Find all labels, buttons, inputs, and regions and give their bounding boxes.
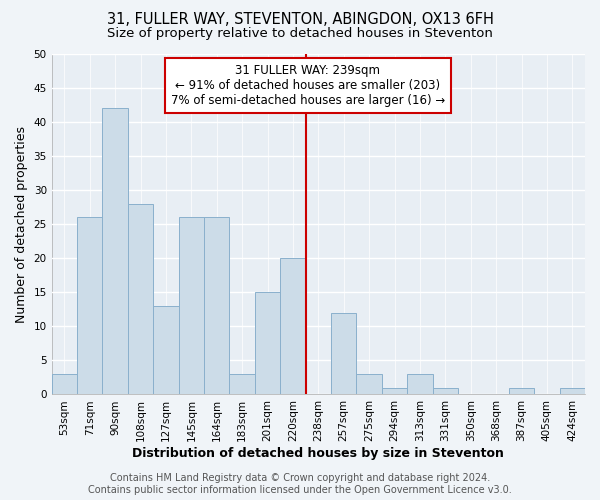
Bar: [52, 374, 77, 394]
Bar: [280, 258, 305, 394]
Bar: [204, 218, 229, 394]
Text: Contains HM Land Registry data © Crown copyright and database right 2024.
Contai: Contains HM Land Registry data © Crown c…: [88, 474, 512, 495]
Bar: [255, 292, 280, 394]
Y-axis label: Number of detached properties: Number of detached properties: [15, 126, 28, 322]
Bar: [560, 388, 585, 394]
X-axis label: Distribution of detached houses by size in Steventon: Distribution of detached houses by size …: [133, 447, 504, 460]
Bar: [509, 388, 534, 394]
Bar: [179, 218, 204, 394]
Bar: [77, 218, 103, 394]
Bar: [229, 374, 255, 394]
Bar: [356, 374, 382, 394]
Text: 31, FULLER WAY, STEVENTON, ABINGDON, OX13 6FH: 31, FULLER WAY, STEVENTON, ABINGDON, OX1…: [107, 12, 493, 28]
Bar: [331, 312, 356, 394]
Bar: [382, 388, 407, 394]
Bar: [128, 204, 153, 394]
Bar: [407, 374, 433, 394]
Text: Size of property relative to detached houses in Steventon: Size of property relative to detached ho…: [107, 28, 493, 40]
Bar: [103, 108, 128, 395]
Text: 31 FULLER WAY: 239sqm
← 91% of detached houses are smaller (203)
7% of semi-deta: 31 FULLER WAY: 239sqm ← 91% of detached …: [170, 64, 445, 107]
Bar: [433, 388, 458, 394]
Bar: [153, 306, 179, 394]
